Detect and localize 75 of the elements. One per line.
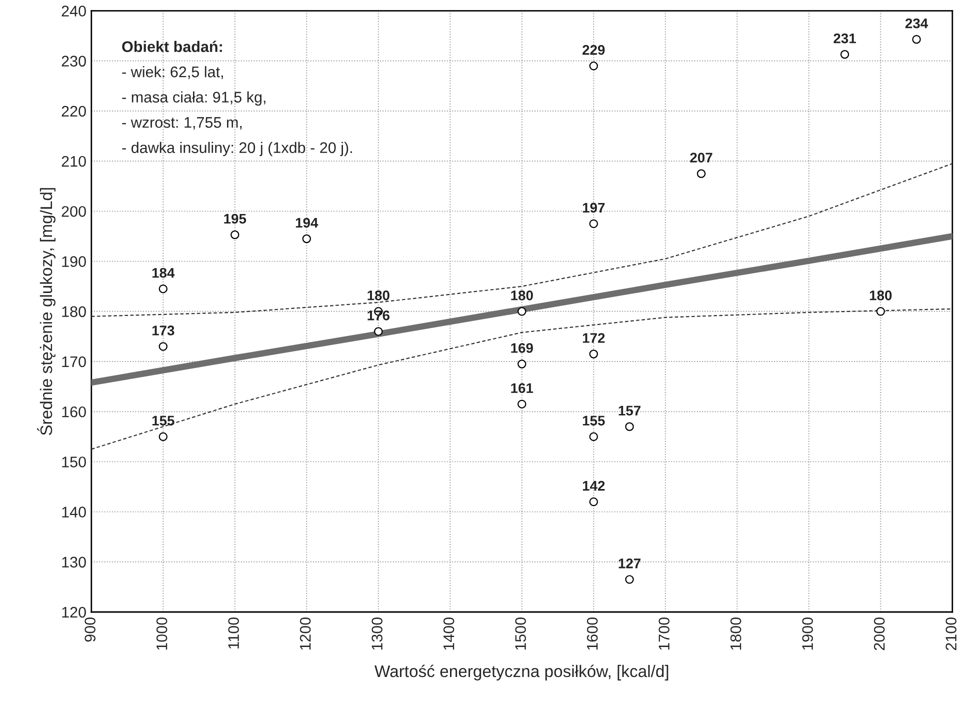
point: [589, 219, 598, 228]
x-tick-label: 1100: [228, 617, 239, 649]
y-tick-label: 210: [62, 156, 86, 167]
y-tick-label: 200: [62, 206, 86, 217]
data-label: 180: [870, 290, 892, 300]
point: [518, 360, 526, 368]
x-axis-title: Wartość energetyczna posiłków, [kcal/d]: [374, 664, 668, 680]
data-label: 155: [582, 416, 605, 426]
x-tick-label: 1400: [443, 617, 454, 650]
data-label: 207: [690, 152, 712, 163]
data-label: 234: [905, 18, 928, 28]
x-tick-label: 1800: [730, 617, 742, 650]
y-tick-label: 240: [62, 6, 86, 16]
point: [589, 62, 598, 70]
data-label: 142: [582, 480, 605, 491]
point: [158, 432, 168, 442]
y-tick-label: 220: [62, 106, 86, 117]
x-tick-label: 1500: [515, 617, 526, 650]
point: [518, 400, 526, 408]
point: [589, 497, 598, 506]
x-tick-label: 1600: [586, 617, 598, 650]
y-tick-label: 170: [62, 356, 86, 368]
point: [912, 35, 921, 44]
data-label: 176: [368, 310, 390, 320]
point: [696, 169, 706, 178]
point: [518, 307, 526, 316]
annotation: - wzrost: 1,755 m,: [122, 117, 242, 130]
y-tick-label: 140: [62, 506, 86, 518]
data-label: 180: [368, 290, 390, 300]
data-label: 195: [224, 214, 246, 224]
x-tick-label: 2000: [874, 617, 885, 650]
y-tick-label: 160: [62, 406, 86, 418]
data-label: 157: [618, 406, 640, 416]
point: [230, 230, 240, 240]
data-label: 197: [582, 202, 605, 213]
y-axis-title: Średnie stężenie glukozy, [mg/Ld]: [37, 188, 56, 436]
annotation: Obiekt badań:: [122, 40, 222, 52]
data-label: 180: [511, 290, 533, 300]
annotation: - masa ciała: 91,5 kg,: [122, 91, 266, 106]
y-tick-label: 130: [62, 556, 86, 568]
annotation: - wiek: 62,5 lat,: [122, 66, 223, 80]
point: [374, 327, 383, 336]
data-label: 155: [152, 416, 174, 426]
data-label: 169: [511, 343, 533, 353]
data-label: 161: [511, 383, 534, 394]
y-tick-label: 120: [62, 606, 86, 618]
point: [625, 575, 634, 584]
data-label: 173: [152, 326, 174, 336]
point: [302, 234, 311, 244]
y-tick-label: 150: [62, 456, 86, 468]
point: [589, 350, 598, 358]
point: [840, 50, 850, 59]
y-tick-label: 190: [62, 256, 86, 267]
data-label: 127: [618, 558, 640, 568]
x-tick-label: 1700: [658, 617, 670, 650]
y-tick-label: 230: [62, 56, 86, 67]
x-tick-label: 1900: [802, 617, 813, 650]
line-series: [91, 308, 952, 450]
data-label: 231: [834, 33, 856, 44]
y-tick-label: 180: [62, 306, 86, 318]
point: [589, 432, 598, 442]
point: [625, 422, 634, 431]
point: [158, 284, 168, 294]
point: [158, 342, 168, 351]
data-label: 194: [296, 218, 318, 228]
x-tick-label: 2100: [946, 617, 956, 650]
data-label: 184: [152, 268, 175, 278]
annotation: - dawka insuliny: 20 j (1xdb - 20 j).: [122, 142, 352, 156]
data-label: 172: [582, 333, 605, 343]
data-label: 229: [582, 44, 605, 55]
x-tick-label: 1000: [156, 617, 168, 650]
x-tick-label: 1300: [372, 617, 382, 650]
x-tick-label: 1200: [300, 617, 311, 650]
point: [876, 307, 885, 316]
x-tick-label: 900: [84, 617, 96, 642]
